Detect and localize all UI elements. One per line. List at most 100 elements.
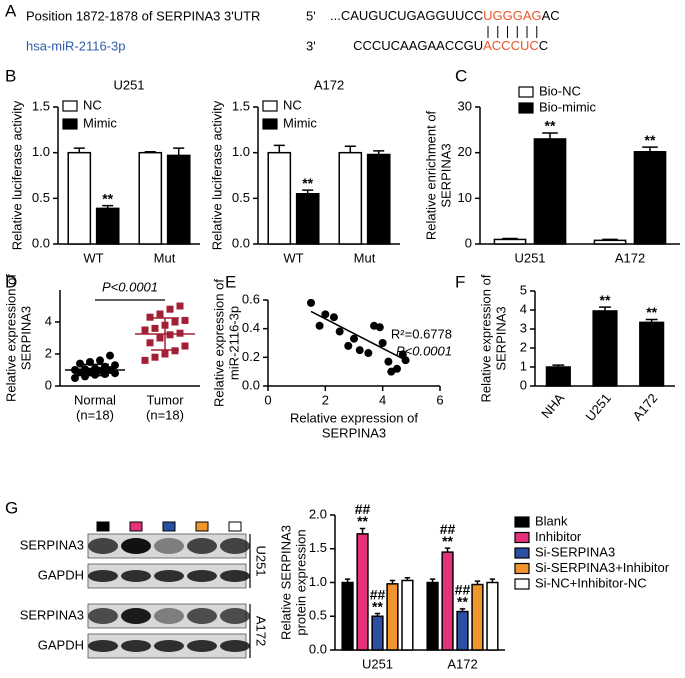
x-tick-label: WT — [283, 250, 303, 265]
error-bar — [404, 577, 411, 581]
y-tick-label: 1 — [520, 358, 527, 373]
legend-label: Mimic — [83, 115, 117, 130]
x-tick-label: Tumor — [146, 392, 184, 407]
point — [166, 331, 174, 339]
lane-marker — [228, 521, 242, 532]
chart-title: A172 — [314, 77, 344, 92]
legend-label: Bio-NC — [539, 83, 581, 98]
y-tick-label: 0.5 — [309, 608, 327, 623]
x-tick-label: U251 — [362, 656, 393, 671]
point — [171, 318, 179, 326]
pairing-lines — [487, 26, 538, 38]
annotation: P<0.0001 — [102, 279, 158, 294]
point — [141, 356, 149, 364]
panel-label: B — [5, 66, 16, 85]
error-bar — [599, 306, 611, 311]
blot-row-label: GAPDH — [38, 567, 84, 582]
y-tick-label: 1.0 — [32, 144, 50, 159]
legend-swatch — [514, 547, 530, 559]
y-axis-label: SERPINA3 — [18, 306, 33, 370]
mirna-label: hsa-miR-2116-3p — [26, 38, 125, 53]
error-bar — [273, 144, 285, 153]
error-bar — [474, 580, 481, 585]
band — [121, 608, 151, 624]
band — [220, 538, 250, 554]
error-bar — [73, 147, 85, 153]
point — [156, 334, 164, 342]
mirna-seq: CCCUCAAGAACCGUACCCUCC — [353, 38, 548, 53]
point — [321, 310, 330, 319]
legend-swatch — [514, 562, 530, 575]
y-axis-label: protein expression — [293, 529, 308, 635]
point — [96, 356, 104, 365]
legend-swatch — [62, 100, 78, 112]
y-tick-label: 1.5 — [309, 540, 327, 555]
band — [88, 570, 118, 582]
y-axis-label: Relative expression of — [211, 279, 226, 407]
bar — [426, 581, 439, 651]
point — [146, 339, 154, 347]
error-bar — [359, 527, 366, 534]
mirna-end: 3' — [306, 38, 316, 53]
point — [111, 361, 119, 370]
point — [161, 350, 169, 358]
y-axis-label: SERPINA3 — [493, 306, 508, 370]
x-tick-note: (n=18) — [76, 407, 114, 422]
significance-label: ** — [357, 513, 368, 529]
bar — [593, 239, 627, 245]
y-tick-label: 0.2 — [242, 349, 260, 364]
point — [76, 359, 84, 368]
band — [220, 570, 250, 582]
seq-part: CCCUCAAGAACCGU — [353, 38, 483, 53]
error-bar — [429, 578, 436, 583]
lane-marker — [195, 521, 209, 532]
x-tick-note: (n=18) — [146, 407, 184, 422]
bar — [486, 581, 499, 651]
point — [71, 374, 79, 382]
point — [141, 326, 149, 334]
point — [151, 353, 159, 361]
seed: ACCCUC — [483, 38, 539, 53]
band — [154, 640, 184, 652]
bar — [456, 610, 469, 651]
blot-row-label: GAPDH — [38, 637, 84, 652]
x-tick-label: WT — [83, 250, 103, 265]
sd-bar — [151, 317, 179, 351]
significance-label: ## — [455, 582, 471, 598]
blot-cell-label: A172 — [254, 616, 269, 646]
panel-a: Position 1872-1878 of SERPINA3 3'UTR 5' … — [26, 8, 560, 53]
y-tick-label: 0.0 — [309, 641, 327, 656]
point — [151, 324, 159, 332]
significance-label: ** — [600, 292, 611, 308]
bar — [267, 151, 292, 245]
y-tick-label: 1.0 — [309, 574, 327, 589]
significance-label: ** — [646, 304, 657, 320]
y-tick-label: 0.0 — [232, 235, 250, 250]
y-tick-label: 1.5 — [32, 98, 50, 113]
significance-label: ## — [440, 521, 456, 537]
error-bar — [642, 146, 658, 152]
y-tick-label: 1.5 — [232, 98, 250, 113]
x-axis-label: SERPINA3 — [322, 425, 386, 440]
annotation: R²=0.6778 — [391, 326, 452, 341]
band — [187, 640, 217, 652]
band — [187, 538, 217, 554]
x-tick-label: U251 — [514, 250, 545, 265]
error-bar — [102, 204, 114, 209]
x-tick-label: 0 — [264, 392, 271, 407]
utr-seq: ...CAUGUCUGAGGUUCCUGGGAGAC — [330, 8, 560, 23]
significance-label: ** — [302, 175, 313, 191]
legend-label: Si-SERPINA3+Inhibitor — [535, 560, 670, 575]
band — [220, 640, 250, 652]
band — [154, 608, 184, 624]
seq-part: ...CAUGUCUGAGGUUCC — [330, 8, 483, 23]
y-tick-label: 0.5 — [32, 190, 50, 205]
point — [171, 347, 179, 355]
x-tick-label: 4 — [379, 392, 386, 407]
legend-label: Si-SERPINA3 — [535, 544, 615, 559]
point — [181, 316, 189, 324]
lane-marker — [96, 521, 110, 532]
point — [384, 357, 393, 366]
legend-swatch — [514, 531, 530, 544]
